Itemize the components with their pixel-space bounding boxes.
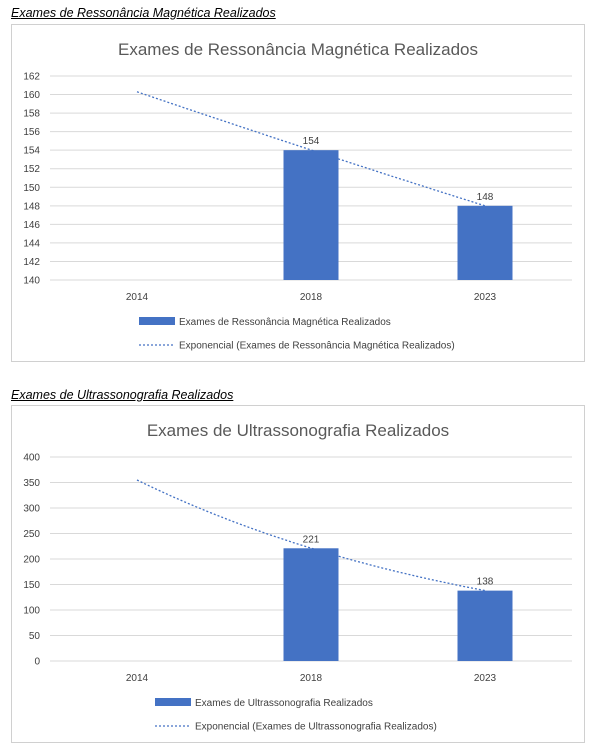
section-heading-mri: Exames de Ressonância Magnética Realizad… — [11, 6, 276, 20]
x-tick-label: 2014 — [126, 292, 149, 303]
chart-ultrasound-svg: Exames de Ultrassonografia Realizados 0 50… — [23, 421, 572, 733]
y-tick-label: 142 — [23, 257, 40, 268]
y-tick-label: 146 — [23, 220, 40, 231]
bar — [457, 590, 513, 661]
y-tick-label: 162 — [23, 72, 40, 83]
y-tick-label: 156 — [23, 127, 40, 138]
y-tick-label: 158 — [23, 109, 40, 120]
x-tick-label: 2018 — [300, 673, 323, 684]
y-tick-label: 50 — [29, 631, 41, 642]
y-tick-label: 250 — [23, 529, 40, 540]
chart-mri-svg: Exames de Ressonância Magnética Realizad… — [23, 40, 572, 352]
y-tick-label: 152 — [23, 164, 40, 175]
bar — [283, 150, 339, 280]
chart-ultrasound: Exames de Ultrassonografia Realizados 0 50… — [11, 405, 585, 743]
y-tick-label: 0 — [34, 657, 40, 668]
x-tick-label: 2014 — [126, 673, 149, 684]
y-tick-label: 350 — [23, 478, 40, 489]
legend-swatch-bar — [139, 317, 175, 325]
x-tick-label: 2023 — [474, 292, 497, 303]
data-label: 138 — [477, 577, 494, 588]
trendline — [136, 91, 486, 207]
data-label: 221 — [303, 534, 320, 545]
y-tick-label: 144 — [23, 238, 40, 249]
legend-label-bar: Exames de Ressonância Magnética Realizad… — [179, 317, 391, 328]
section-heading-ultrasound: Exames de Ultrassonografia Realizados — [11, 388, 234, 402]
x-tick-label: 2023 — [474, 673, 497, 684]
x-tick-label: 2018 — [300, 292, 323, 303]
bar — [283, 548, 339, 661]
data-label: 148 — [477, 192, 494, 203]
data-label: 154 — [303, 136, 320, 147]
y-tick-label: 148 — [23, 201, 40, 212]
y-tick-label: 160 — [23, 90, 40, 101]
chart-title: Exames de Ressonância Magnética Realizad… — [118, 40, 478, 59]
y-tick-label: 400 — [23, 453, 40, 464]
legend-label-trendline: Exponencial (Exames de Ultrassonografia … — [195, 722, 437, 733]
y-tick-label: 300 — [23, 504, 40, 515]
chart-mri: Exames de Ressonância Magnética Realizad… — [11, 24, 585, 362]
y-tick-label: 200 — [23, 555, 40, 566]
y-tick-label: 154 — [23, 146, 40, 157]
y-tick-label: 140 — [23, 276, 40, 287]
bar — [457, 205, 513, 280]
y-tick-label: 100 — [23, 606, 40, 617]
legend-label-bar: Exames de Ultrassonografia Realizados — [195, 698, 373, 709]
y-tick-label: 150 — [23, 183, 40, 194]
chart-title: Exames de Ultrassonografia Realizados — [147, 421, 449, 440]
legend-label-trendline: Exponencial (Exames de Ressonância Magné… — [179, 341, 455, 352]
y-tick-label: 150 — [23, 580, 40, 591]
legend-swatch-bar — [155, 698, 191, 706]
